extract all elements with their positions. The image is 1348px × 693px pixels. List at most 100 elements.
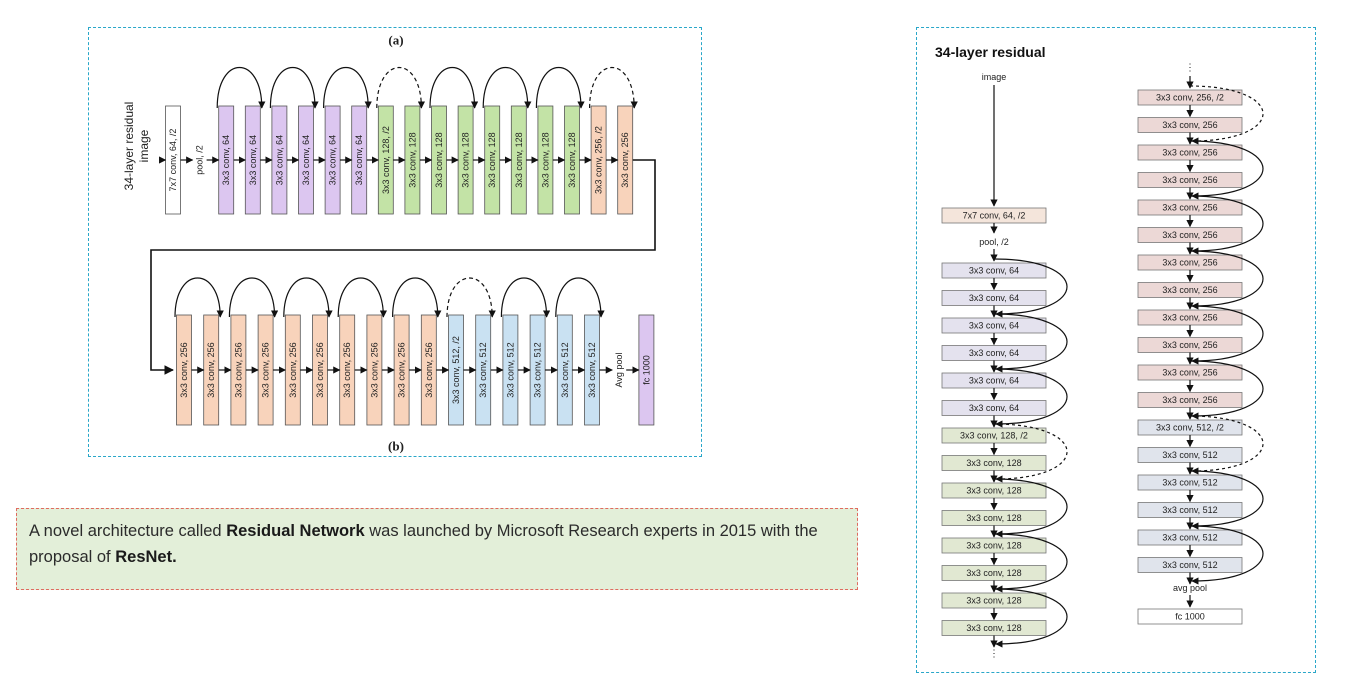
col2-layer-label: 3x3 conv, 256 — [1162, 148, 1217, 158]
row2-label: Avg pool — [614, 353, 624, 388]
col1-layer-label: 3x3 conv, 128 — [966, 568, 1021, 578]
col2-layer-label: 3x3 conv, 256 — [1162, 203, 1217, 213]
row1-layer-label: 3x3 conv, 128 — [514, 132, 524, 187]
row2-layer-label: 3x3 conv, 256 — [288, 342, 298, 397]
col2-layer-label: 3x3 conv, 256 — [1162, 120, 1217, 130]
row1-layer-label: 3x3 conv, 64 — [274, 135, 284, 185]
figure-r-panel: 34-layer residual image 7x7 conv, 64, /2 po… — [916, 27, 1316, 673]
row2-shortcut — [392, 277, 442, 318]
label-a: (a) — [388, 33, 403, 48]
col1-layer-label: 3x3 conv, 128 — [966, 623, 1021, 633]
col1-layer-label: 3x3 conv, 64 — [969, 348, 1019, 358]
row2-shortcut-dashed — [446, 277, 496, 318]
col2-shortcut-dashed — [1189, 85, 1264, 145]
row1-layer-label: 3x3 conv, 128 — [434, 132, 444, 187]
row1-layer-label: 3x3 conv, 64 — [221, 135, 231, 185]
row1-shortcut-dashed — [589, 67, 638, 109]
resnet-note: A novel architecture called Residual Net… — [16, 508, 858, 590]
col1-shortcut — [993, 588, 1068, 648]
col2-layer-label: 3x3 conv, 256 — [1162, 395, 1217, 405]
row2-layer-label: 3x3 conv, 512 — [505, 342, 515, 397]
row1-shortcut — [535, 67, 585, 109]
col1-shortcut — [993, 478, 1068, 538]
row2-layer-label: 3x3 conv, 256 — [397, 342, 407, 397]
col1-layer-label: 3x3 conv, 128 — [966, 596, 1021, 606]
row2-layer-label: 3x3 conv, 256 — [233, 342, 243, 397]
row2-layer-label: 3x3 conv, 256 — [261, 342, 271, 397]
col1-ellipsis: ⋮ — [989, 649, 999, 660]
row1-layer-label: 3x3 conv, 128 — [407, 132, 417, 187]
title-line2: image — [137, 129, 151, 162]
note-text-2: was launched by Microsoft Research exper… — [29, 522, 818, 566]
row2-layer-label: 3x3 conv, 256 — [342, 342, 352, 397]
col1-shortcut-dashed — [993, 423, 1068, 483]
input-label: image — [982, 72, 1007, 82]
col1-shortcut — [993, 368, 1068, 428]
row2-layer-label: 3x3 conv, 512 — [533, 342, 543, 397]
row2-layer-label: 3x3 conv, 256 — [424, 342, 434, 397]
title-line1: 34-layer residual — [122, 102, 136, 191]
col1-layer-label: 3x3 conv, 64 — [969, 293, 1019, 303]
col1-layer-label: 3x3 conv, 64 — [969, 403, 1019, 413]
figure-a-panel: (a) (b) 34-layer residual image 7x7 conv, 64… — [88, 27, 702, 457]
row1-layer-label: 3x3 conv, 64 — [301, 135, 311, 185]
col1-layer-label: 3x3 conv, 128 — [966, 541, 1021, 551]
row2-layer-label: 3x3 conv, 512, /2 — [451, 336, 461, 404]
col2-shortcut — [1189, 140, 1264, 200]
fc-label: fc 1000 — [1175, 612, 1205, 622]
row2-layer-label: 3x3 conv, 512 — [560, 342, 570, 397]
col2-layer-label: 3x3 conv, 256 — [1162, 368, 1217, 378]
col2-layer-label: 3x3 conv, 512, /2 — [1156, 423, 1224, 433]
col2-layer-label: 3x3 conv, 512 — [1162, 533, 1217, 543]
row1-layer-label: 3x3 conv, 128, /2 — [381, 126, 391, 194]
row1-layer-label: 3x3 conv, 128 — [461, 132, 471, 187]
avg-pool-label: avg pool — [1173, 583, 1207, 593]
col2-layer-label: 3x3 conv, 512 — [1162, 505, 1217, 515]
col1-layer-label: 3x3 conv, 128 — [966, 513, 1021, 523]
col2-layer-label: 3x3 conv, 512 — [1162, 450, 1217, 460]
row2-layer-label: 3x3 conv, 512 — [478, 342, 488, 397]
note-text-1: A novel architecture called — [29, 522, 227, 540]
row2-shortcut — [283, 277, 333, 318]
col2-layer-label: 3x3 conv, 256 — [1162, 175, 1217, 185]
col1-shortcut — [993, 533, 1068, 593]
row2-layer-label: 3x3 conv, 256 — [179, 342, 189, 397]
row2-layer-label: fc 1000 — [641, 355, 651, 385]
col2-shortcut — [1189, 195, 1264, 255]
row1-layer-label: 3x3 conv, 128 — [487, 132, 497, 187]
row1-layer-label: 3x3 conv, 256 — [620, 132, 630, 187]
row1-shortcut — [323, 67, 372, 109]
row1-label: pool, /2 — [195, 145, 205, 175]
row1-shortcut — [269, 67, 319, 109]
col1-layer-label: 3x3 conv, 128, /2 — [960, 431, 1028, 441]
col2-shortcut — [1189, 360, 1264, 420]
row1-shortcut-dashed — [376, 67, 425, 109]
col1-layer-label: 3x3 conv, 128 — [966, 486, 1021, 496]
row1-shortcut — [429, 67, 479, 109]
row2-shortcut — [500, 277, 551, 318]
col2-ellipsis: ⋮ — [1185, 63, 1195, 74]
row2-shortcut — [174, 277, 224, 318]
col2-shortcut — [1189, 525, 1264, 585]
col1-layer-label: 3x3 conv, 64 — [969, 266, 1019, 276]
col2-layer-label: 3x3 conv, 256 — [1162, 340, 1217, 350]
col2-shortcut — [1189, 305, 1264, 365]
col2-layer-label: 3x3 conv, 256 — [1162, 313, 1217, 323]
row2-shortcut — [228, 277, 279, 318]
fc-box — [1137, 608, 1243, 625]
first-conv-label: 7x7 conv, 64, /2 — [963, 211, 1026, 221]
row2-shortcut — [337, 277, 387, 318]
label-b: (b) — [388, 439, 404, 454]
row1-layer-label: 3x3 conv, 256, /2 — [594, 126, 604, 194]
col2-shortcut-dashed — [1189, 415, 1264, 475]
col2-layer-label: 3x3 conv, 256 — [1162, 258, 1217, 268]
row1-layer-label: 3x3 conv, 128 — [567, 132, 577, 187]
figure-r-diagram: 34-layer residual image 7x7 conv, 64, /2 po… — [935, 44, 1264, 660]
col2-layer-label: 3x3 conv, 256 — [1162, 285, 1217, 295]
col1-layer-label: 3x3 conv, 64 — [969, 376, 1019, 386]
figure-title: 34-layer residual — [935, 44, 1046, 60]
col2-layer-label: 3x3 conv, 256, /2 — [1156, 93, 1224, 103]
row2-layer-label: 3x3 conv, 256 — [369, 342, 379, 397]
col1-layer-label: 3x3 conv, 128 — [966, 458, 1021, 468]
col2-shortcut — [1189, 250, 1264, 310]
